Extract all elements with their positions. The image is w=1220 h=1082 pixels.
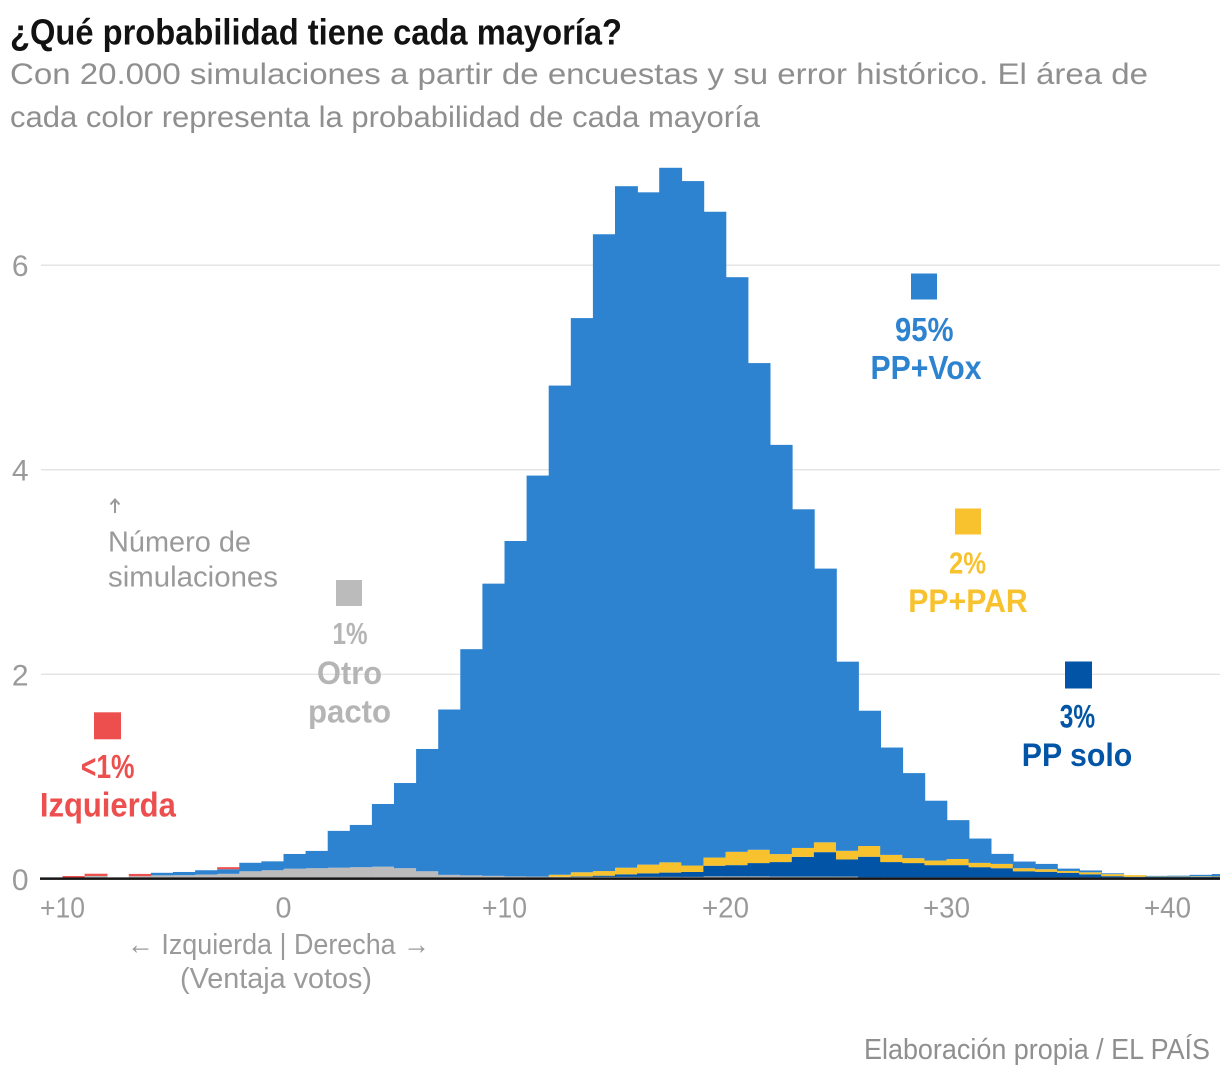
svg-text:1%: 1% [333, 616, 368, 651]
svg-text:+10: +10 [40, 893, 85, 925]
svg-text:3%: 3% [1060, 698, 1095, 734]
svg-text:Izquierda: Izquierda [40, 786, 177, 824]
svg-text:PP+Vox: PP+Vox [871, 349, 983, 386]
svg-text:Otro: Otro [317, 655, 382, 691]
svg-text:PP solo: PP solo [1022, 737, 1133, 773]
svg-text:0: 0 [276, 893, 292, 925]
svg-text:0: 0 [12, 864, 29, 897]
svg-text:+40: +40 [1144, 893, 1191, 925]
svg-text:Elaboración propia / EL PAÍS: Elaboración propia / EL PAÍS [864, 1033, 1210, 1066]
svg-text:PP+PAR: PP+PAR [908, 583, 1028, 619]
svg-text:4: 4 [12, 455, 29, 488]
svg-text:Número de: Número de [108, 527, 251, 559]
svg-text:+10: +10 [482, 893, 527, 925]
svg-text:Con 20.000 simulaciones a part: Con 20.000 simulaciones a partir de encu… [10, 58, 1148, 91]
svg-text:95%: 95% [895, 311, 954, 348]
svg-text:(Ventaja votos): (Ventaja votos) [180, 963, 372, 995]
svg-text:2: 2 [12, 659, 29, 692]
svg-text:+30: +30 [923, 893, 970, 925]
svg-text:6: 6 [12, 250, 29, 283]
svg-text:← Izquierda | Derecha →: ← Izquierda | Derecha → [127, 929, 430, 961]
svg-text:pacto: pacto [308, 694, 391, 730]
svg-text:cada color representa la proba: cada color representa la probabilidad de… [10, 101, 761, 134]
svg-text:<1%: <1% [81, 748, 135, 785]
svg-text:¿Qué probabilidad tiene cada m: ¿Qué probabilidad tiene cada mayoría? [10, 12, 622, 53]
svg-text:simulaciones: simulaciones [108, 562, 278, 594]
svg-text:2%: 2% [949, 545, 986, 580]
svg-text:+20: +20 [702, 893, 749, 925]
